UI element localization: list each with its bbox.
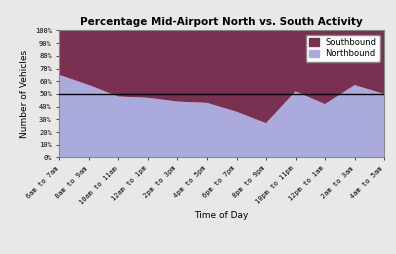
Legend: Southbound, Northbound: Southbound, Northbound	[306, 35, 380, 62]
X-axis label: Time of Day: Time of Day	[194, 211, 249, 220]
Y-axis label: Number of Vehicles: Number of Vehicles	[20, 50, 29, 138]
Title: Percentage Mid-Airport North vs. South Activity: Percentage Mid-Airport North vs. South A…	[80, 17, 363, 27]
